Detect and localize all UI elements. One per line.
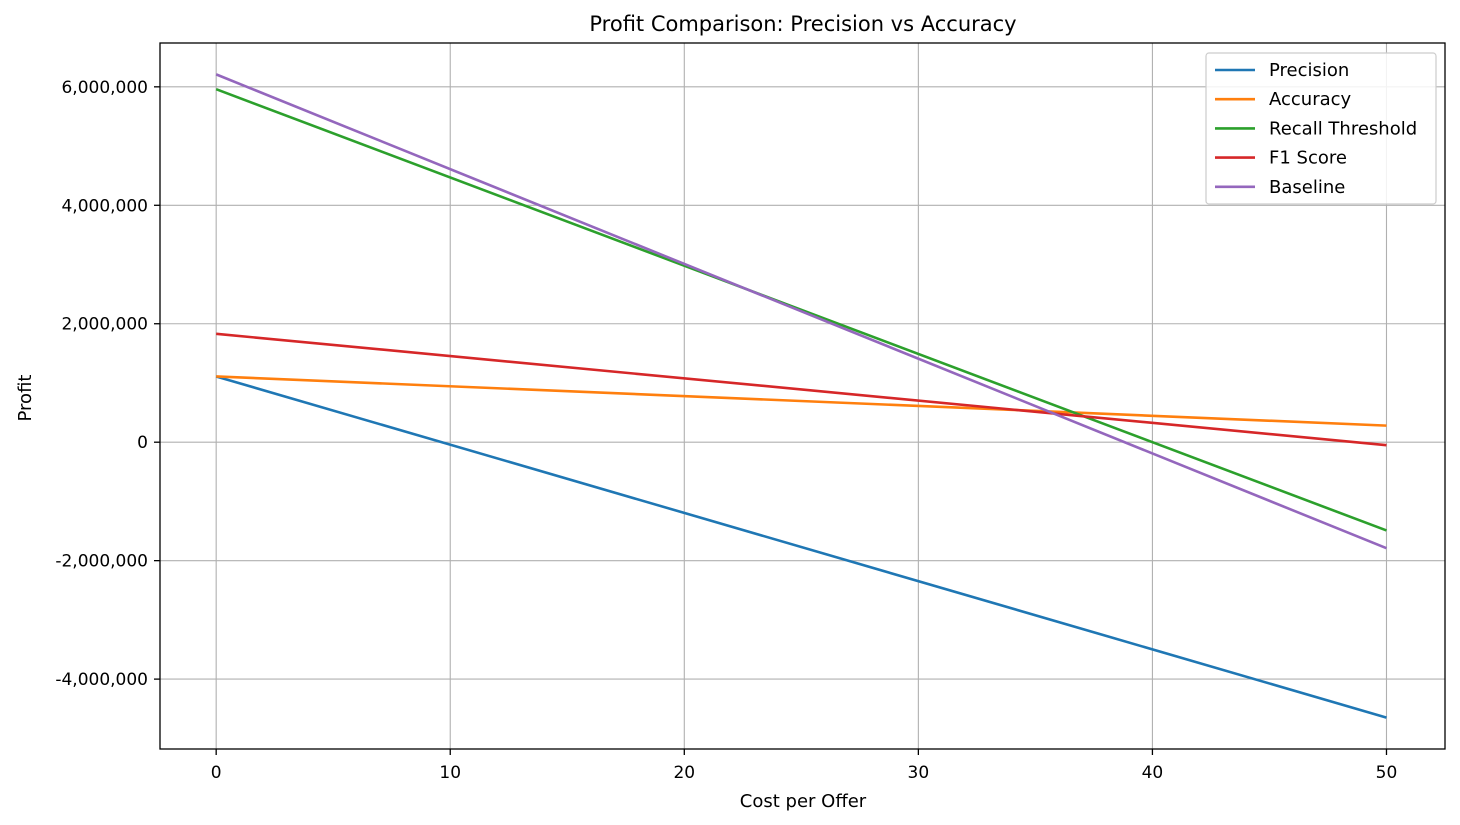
x-axis-label: Cost per Offer	[740, 791, 867, 812]
y-tick-label: 2,000,000	[61, 315, 148, 335]
legend-box	[1205, 52, 1437, 205]
x-tick-label: 20	[673, 763, 695, 783]
legend-label-recall-threshold: Recall Threshold	[1269, 118, 1417, 139]
y-axis-label: Profit	[15, 375, 36, 422]
chart-title: Profit Comparison: Precision vs Accuracy	[589, 12, 1016, 36]
series-line-baseline	[215, 73, 1387, 550]
x-tick-label: 40	[1142, 763, 1164, 783]
legend-label-accuracy: Accuracy	[1269, 89, 1352, 110]
x-tick-label: 30	[908, 763, 930, 783]
legend-label-f1-score: F1 Score	[1269, 148, 1347, 169]
legend: Precision Accuracy Recall Threshold F1 Scor…	[1205, 52, 1437, 205]
x-tick-label: 50	[1376, 763, 1398, 783]
legend-label-precision: Precision	[1269, 60, 1349, 81]
y-tick-label: -4,000,000	[55, 670, 148, 690]
tick-layer: 0 10 20 30 40 50 -4,000,000 -2,000,000 0 2,000,00…	[55, 78, 1397, 783]
series-line-f1-score	[216, 332, 1387, 447]
y-tick-label: 6,000,000	[61, 78, 148, 98]
series-line-accuracy	[216, 375, 1387, 427]
legend-label-baseline: Baseline	[1269, 177, 1345, 198]
y-tick-label: 0	[137, 433, 148, 453]
series-line-precision	[215, 375, 1387, 719]
series-layer	[215, 73, 1387, 719]
x-tick-label: 10	[439, 763, 461, 783]
series-line-recall-threshold	[215, 87, 1387, 532]
y-tick-label: -2,000,000	[55, 552, 148, 572]
plot-frame	[159, 42, 1446, 750]
y-tick-label: 4,000,000	[61, 196, 148, 216]
x-tick-label: 0	[211, 763, 222, 783]
